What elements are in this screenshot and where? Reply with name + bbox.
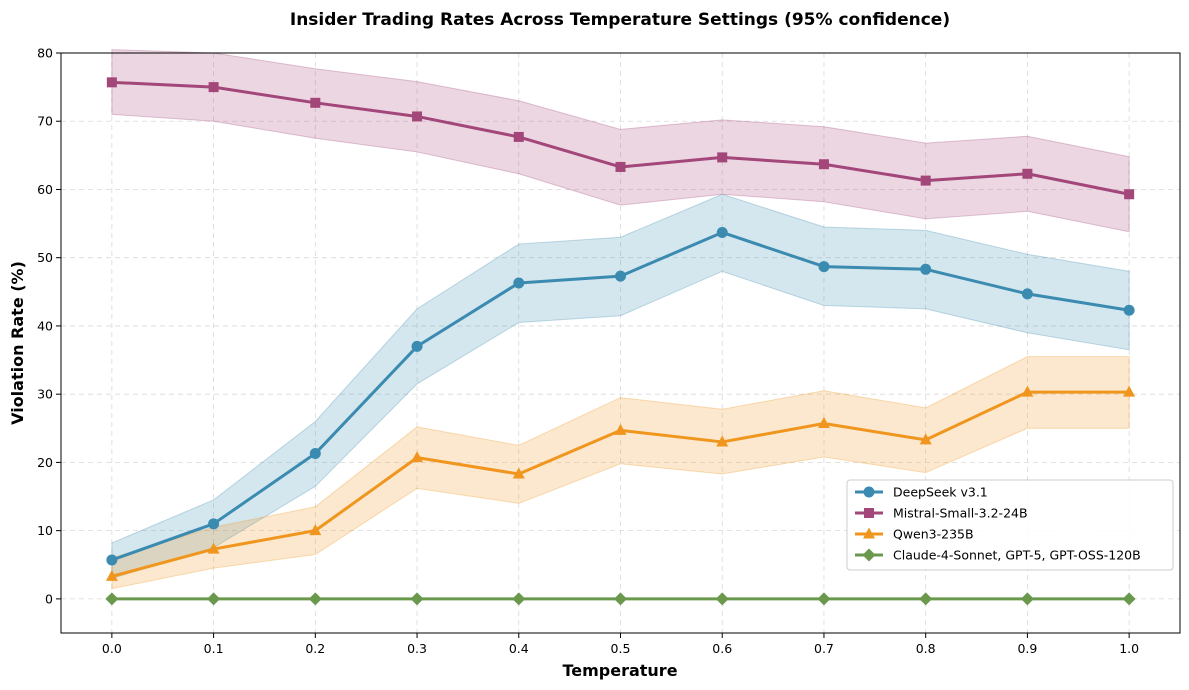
confidence-band-deepseek-v3-1 — [111, 193, 1130, 580]
data-point-mistral-small-3-2-24b — [920, 175, 931, 186]
x-tick-label: 0.4 — [509, 641, 529, 656]
data-point-qwen3-235b — [716, 435, 729, 447]
data-point-qwen3-235b — [309, 524, 322, 536]
data-point-deepseek-v3-1 — [716, 226, 728, 238]
data-point-claude-4-sonnet-gpt-5-gpt-oss-120b — [410, 592, 424, 606]
x-axis-ticks: 0.0 0.1 0.2 0.3 0.4 0.5 0.6 0.7 0.8 0.9 1.0 — [102, 633, 1139, 656]
data-point-deepseek-v3-1 — [1021, 288, 1033, 300]
x-tick-label: 0.1 — [204, 641, 224, 656]
y-tick-label: 80 — [37, 46, 53, 61]
data-point-mistral-small-3-2-24b — [412, 111, 423, 122]
series-markers — [105, 77, 1136, 606]
x-tick-label: 0.3 — [407, 641, 427, 656]
x-tick-label: 0.7 — [814, 641, 834, 656]
data-point-claude-4-sonnet-gpt-5-gpt-oss-120b — [1122, 592, 1136, 606]
legend-marker — [864, 508, 874, 518]
x-tick-label: 0.9 — [1017, 641, 1037, 656]
legend-label: Qwen3-235B — [893, 527, 974, 542]
data-point-mistral-small-3-2-24b — [615, 161, 626, 172]
legend-label: Mistral-Small-3.2-24B — [893, 506, 1028, 521]
data-point-mistral-small-3-2-24b — [208, 82, 219, 93]
data-point-claude-4-sonnet-gpt-5-gpt-oss-120b — [614, 592, 627, 606]
x-axis-label: Temperature — [562, 661, 677, 680]
x-tick-label: 0.6 — [712, 641, 732, 656]
chart-title: Insider Trading Rates Across Temperature… — [290, 10, 950, 30]
data-point-qwen3-235b — [919, 433, 932, 445]
data-point-qwen3-235b — [105, 569, 118, 581]
data-point-claude-4-sonnet-gpt-5-gpt-oss-120b — [715, 592, 729, 606]
y-tick-label: 30 — [37, 387, 53, 402]
y-axis-ticks: 0 10 20 30 40 50 60 70 80 — [37, 46, 61, 606]
y-tick-label: 10 — [37, 523, 53, 538]
y-tick-label: 20 — [37, 455, 53, 470]
y-tick-label: 70 — [37, 114, 53, 129]
y-axis-label: Violation Rate (%) — [8, 261, 27, 425]
data-point-qwen3-235b — [512, 467, 525, 479]
data-point-claude-4-sonnet-gpt-5-gpt-oss-120b — [919, 592, 933, 606]
data-point-mistral-small-3-2-24b — [717, 152, 728, 163]
confidence-bands — [111, 49, 1130, 590]
data-point-mistral-small-3-2-24b — [310, 97, 321, 108]
legend: DeepSeek v3.1 Mistral-Small-3.2-24B Qwen3-… — [846, 479, 1174, 571]
data-point-qwen3-235b — [411, 451, 424, 463]
confidence-band-mistral-small-3-2-24b — [111, 49, 1130, 233]
data-point-deepseek-v3-1 — [106, 554, 118, 566]
data-point-qwen3-235b — [614, 423, 627, 435]
x-tick-label: 1.0 — [1119, 641, 1139, 656]
data-point-deepseek-v3-1 — [920, 263, 932, 275]
data-point-deepseek-v3-1 — [513, 277, 525, 289]
data-point-mistral-small-3-2-24b — [1124, 189, 1135, 200]
data-point-mistral-small-3-2-24b — [513, 131, 524, 142]
legend-box — [846, 479, 1174, 571]
data-point-claude-4-sonnet-gpt-5-gpt-oss-120b — [105, 592, 119, 606]
data-point-deepseek-v3-1 — [309, 448, 321, 460]
x-tick-label: 0.5 — [611, 641, 631, 656]
legend-label: DeepSeek v3.1 — [893, 485, 988, 500]
data-point-qwen3-235b — [1123, 385, 1136, 397]
legend-marker — [863, 486, 875, 498]
data-point-mistral-small-3-2-24b — [1022, 168, 1033, 179]
data-point-mistral-small-3-2-24b — [818, 159, 829, 170]
data-point-claude-4-sonnet-gpt-5-gpt-oss-120b — [512, 592, 526, 606]
data-point-mistral-small-3-2-24b — [106, 77, 117, 88]
data-point-qwen3-235b — [1021, 385, 1034, 397]
data-point-deepseek-v3-1 — [818, 261, 830, 273]
data-point-deepseek-v3-1 — [1123, 304, 1135, 316]
legend-marker — [862, 548, 876, 562]
data-point-claude-4-sonnet-gpt-5-gpt-oss-120b — [207, 592, 221, 606]
data-point-deepseek-v3-1 — [615, 270, 626, 282]
legend-label: Claude-4-Sonnet, GPT-5, GPT-OSS-120B — [893, 548, 1141, 563]
y-tick-label: 50 — [37, 250, 53, 265]
y-tick-label: 0 — [45, 591, 53, 606]
confidence-band-qwen3-235b — [111, 356, 1130, 590]
y-tick-label: 60 — [37, 182, 53, 197]
data-point-claude-4-sonnet-gpt-5-gpt-oss-120b — [817, 592, 831, 606]
legend-marker — [863, 527, 875, 539]
data-point-claude-4-sonnet-gpt-5-gpt-oss-120b — [308, 592, 322, 606]
data-point-deepseek-v3-1 — [208, 518, 220, 530]
y-tick-label: 40 — [37, 318, 53, 333]
x-tick-label: 0.2 — [305, 641, 325, 656]
data-point-claude-4-sonnet-gpt-5-gpt-oss-120b — [1020, 592, 1034, 606]
data-point-qwen3-235b — [817, 417, 830, 429]
x-tick-label: 0.0 — [102, 641, 122, 656]
data-point-deepseek-v3-1 — [411, 340, 423, 352]
x-tick-label: 0.8 — [916, 641, 936, 656]
data-point-qwen3-235b — [207, 542, 220, 554]
